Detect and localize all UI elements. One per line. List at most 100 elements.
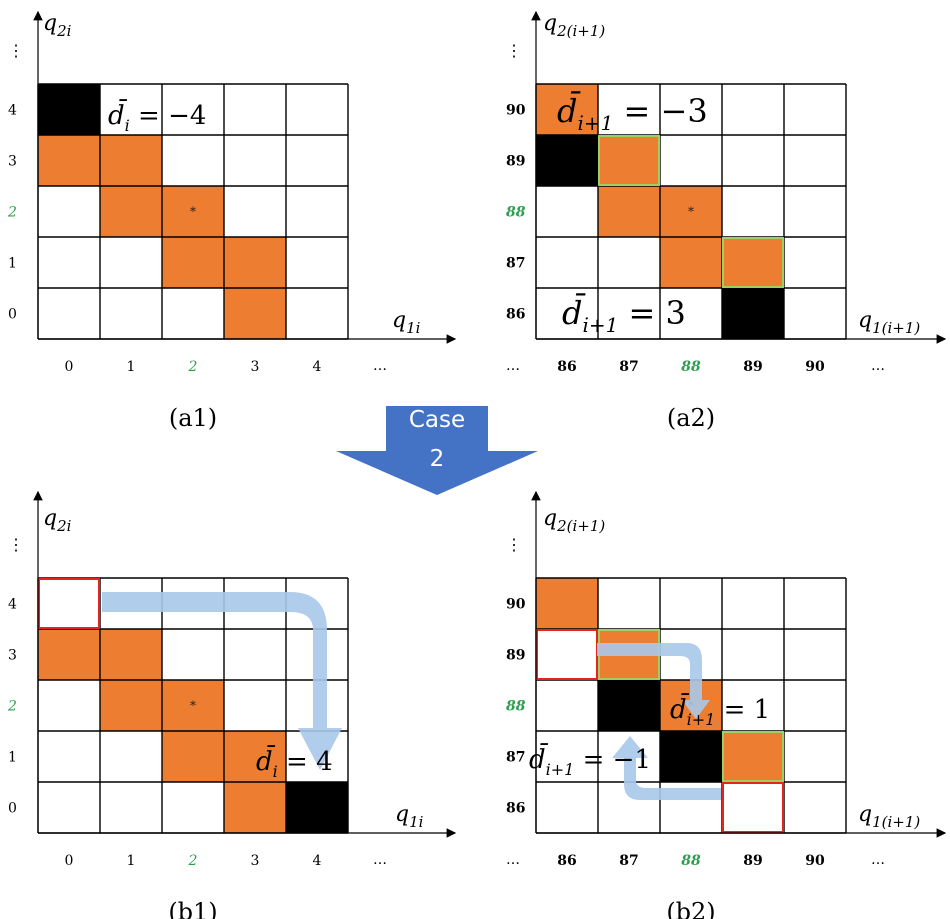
x-tick-label: 0 [65,853,74,869]
y-tick-label: 89 [506,648,525,664]
x-ellipsis: … [871,852,885,868]
x-tick-label: 88 [681,359,701,375]
cell-outline-red [722,782,784,833]
d-bar-label: d̄i+1 = −1 [529,742,651,779]
cell-orange [162,680,224,731]
y-tick-label: 4 [8,103,17,119]
x-ellipsis: … [373,358,387,374]
cell-orange [162,186,224,237]
cell-orange [100,186,162,237]
panel-a2: * q2(i+1) q1(i+1) 90 89 88 87 86 86 87 88 89 90 ⋮ … … (a… [506,10,947,432]
cell-orange [162,731,224,782]
d-bar-label: d̄i = 4 [256,744,333,781]
panel-caption: (a2) [667,404,715,432]
x-ellipsis-start: … [506,358,520,374]
d-bar-label: d̄i+1 = −3 [557,91,708,135]
y-axis-label: q2i [43,506,72,535]
x-tick-label: 90 [805,853,825,869]
x-tick-label: 2 [188,853,198,869]
y-tick-label: 2 [7,699,17,715]
cell-orange [722,237,784,288]
x-ellipsis: … [871,358,885,374]
cell-black [660,731,722,782]
y-tick-label: 89 [506,154,525,170]
x-tick-label: 1 [127,853,136,869]
x-axis-label: q1i [392,308,421,337]
flow-arrow-curved [102,592,342,770]
case-arrow-shape [336,406,538,495]
x-axis-label: q1(i+1) [858,308,920,337]
x-tick-label: 2 [188,359,198,375]
x-tick-label: 89 [743,853,762,869]
cell-orange [722,731,784,782]
y-tick-label: 1 [8,750,17,766]
y-axis-label: q2i [43,11,72,40]
flow-arrow-lower [612,736,721,800]
y-tick-label: 1 [8,256,17,272]
x-tick-label: 88 [681,853,701,869]
d-bar-label: d̄i+1 = 3 [562,293,686,337]
y-tick-label: 2 [7,205,17,221]
x-tick-label: 0 [65,359,74,375]
x-tick-label: 90 [805,359,825,375]
cell-black [722,288,784,339]
x-ellipsis: … [373,852,387,868]
panel-b1: * q2i q1i 4 3 2 1 0 0 1 2 3 4 ⋮ … (b1) d̄i = 4 [7,490,457,919]
panel-caption: (b2) [666,898,715,919]
y-tick-label: 0 [8,307,17,323]
y-tick-label: 88 [506,205,526,221]
panel-caption: (b1) [168,898,217,919]
x-tick-label: 89 [743,359,762,375]
y-tick-label: 0 [8,801,17,817]
y-tick-label: 87 [506,256,525,272]
y-tick-label: 3 [8,154,17,170]
cell-outline-green [722,731,784,782]
y-tick-label: 90 [506,597,526,613]
y-tick-label: 4 [8,597,17,613]
cell-orange [100,629,162,680]
x-tick-label: 4 [313,359,322,375]
center-marker: * [190,699,196,713]
cell-orange [598,135,660,186]
x-ellipsis-start: … [506,852,520,868]
x-tick-label: 87 [619,359,638,375]
case-arrow-label-line2: 2 [430,446,445,472]
cell-white [722,782,784,833]
x-tick-label: 86 [557,359,576,375]
cell-orange [660,237,722,288]
panel-a1: * q2i q1i 4 3 2 1 0 0 1 2 3 4 ⋮ … (a1) d̄i = −4 [7,10,457,432]
panel-b2: *q2(i+1)q1(i+1)90898887868687888990⋮……(b… [506,490,947,919]
panels-layer: * q2i q1i 4 3 2 1 0 0 1 2 3 4 ⋮ … (a1) d̄i = −4 * q2(i+1) q… [7,10,947,919]
x-tick-label: 3 [251,359,260,375]
y-tick-label: 3 [8,648,17,664]
cell-orange [162,237,224,288]
flow-arrow-upper [597,643,710,719]
y-tick-label: 87 [506,750,525,766]
x-tick-label: 4 [313,853,322,869]
x-tick-label: 1 [127,359,136,375]
cell-white [38,578,100,629]
y-axis-label: q2(i+1) [543,11,605,40]
cell-orange [224,288,286,339]
center-marker: * [190,205,196,219]
cell-outline-green [598,135,660,186]
cell-black [536,135,598,186]
cell-orange [660,186,722,237]
y-ellipsis: ⋮ [8,535,24,554]
cell-orange [536,578,598,629]
cell-black [38,84,100,135]
cell-orange [224,782,286,833]
cell-outline-red [38,578,100,629]
cell-orange [598,186,660,237]
cell-black [598,680,660,731]
cell-outline-green [722,237,784,288]
cell-white [536,629,598,680]
y-tick-label: 88 [506,699,526,715]
panel-caption: (a1) [169,404,217,432]
y-ellipsis: ⋮ [8,41,24,60]
x-tick-label: 87 [619,853,638,869]
x-tick-label: 86 [557,853,576,869]
cell-orange [38,135,100,186]
cell-orange [536,84,598,135]
x-axis-label: q1i [395,802,424,831]
